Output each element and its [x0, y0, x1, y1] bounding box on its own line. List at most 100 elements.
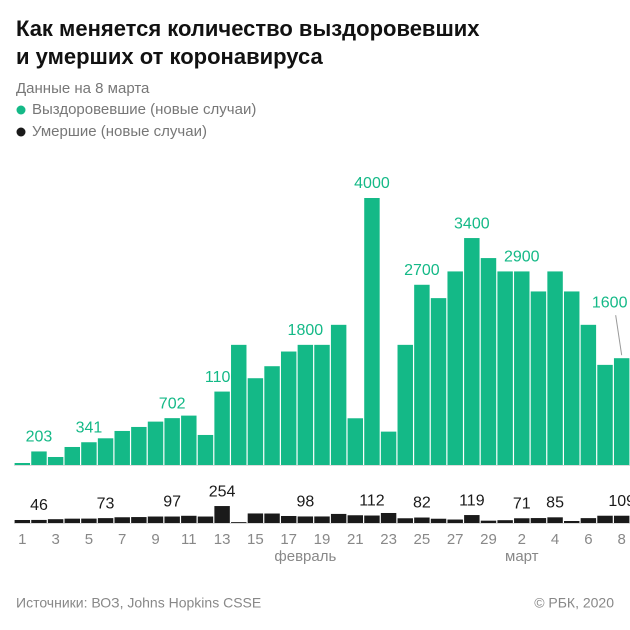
value-label: 1600: [592, 294, 628, 311]
bar: [47, 456, 64, 465]
legend-label: Умершие (новые случаи): [32, 123, 207, 140]
bar: [547, 271, 563, 465]
bar: [214, 391, 230, 465]
value-label: 1800: [288, 322, 324, 339]
bar: [231, 344, 247, 465]
bar: [580, 324, 597, 465]
value-label: 341: [76, 419, 103, 436]
month-label: март: [505, 548, 539, 565]
bar: [197, 516, 214, 523]
chart-title: Как меняется количество выздоровевших: [16, 16, 480, 41]
x-tick-label: 25: [414, 531, 431, 548]
value-label: 73: [97, 495, 115, 512]
bar: [330, 324, 347, 465]
bar: [497, 520, 513, 523]
bar: [314, 344, 330, 465]
x-tick-label: 13: [214, 531, 231, 548]
source: Источники: ВОЗ, Johns Hopkins CSSE: [16, 595, 261, 611]
bar: [530, 518, 547, 523]
bar: [380, 512, 397, 523]
bar: [164, 418, 180, 465]
bar: [364, 198, 380, 465]
x-tick-label: 5: [85, 531, 93, 548]
x-tick-label: 29: [480, 531, 497, 548]
value-label: 254: [209, 483, 236, 500]
bar: [47, 519, 64, 523]
bar: [497, 271, 513, 465]
value-label: 85: [546, 495, 564, 512]
bar: [480, 258, 497, 465]
bar: [181, 415, 197, 465]
x-tick-label: 7: [118, 531, 126, 548]
bar: [297, 344, 314, 465]
bar: [514, 518, 530, 523]
bar: [364, 515, 380, 523]
x-tick-label: 17: [280, 531, 297, 548]
x-tick-label: 1: [18, 531, 26, 548]
value-label: 97: [163, 494, 181, 511]
bar: [547, 517, 563, 523]
x-tick-label: 2: [518, 531, 526, 548]
x-tick-label: 19: [314, 531, 331, 548]
bar: [530, 291, 547, 465]
bar: [613, 515, 630, 523]
bar: [97, 438, 114, 465]
bar: [247, 378, 264, 465]
bar: [97, 518, 114, 523]
x-tick-label: 27: [447, 531, 464, 548]
value-label: 1100: [205, 369, 240, 386]
bar: [14, 519, 31, 523]
bar: [114, 517, 130, 523]
bar: [564, 291, 580, 465]
bar: [414, 517, 430, 523]
month-label: февраль: [274, 548, 336, 565]
bar: [347, 418, 364, 465]
x-tick-label: 4: [551, 531, 559, 548]
subtitle: Данные на 8 марта: [16, 80, 150, 97]
x-tick-label: 23: [380, 531, 397, 548]
bar: [464, 515, 480, 523]
bar: [430, 298, 447, 465]
bar: [613, 358, 630, 465]
bar: [147, 516, 164, 523]
legend-label: Выздоровевшие (новые случаи): [32, 101, 256, 118]
value-label: 702: [159, 395, 186, 412]
bar: [414, 284, 430, 465]
legend-swatch: [16, 105, 26, 115]
bar: [330, 513, 347, 523]
x-tick-label: 3: [51, 531, 59, 548]
bar: [380, 431, 397, 465]
x-tick-label: 9: [151, 531, 159, 548]
x-tick-label: 21: [347, 531, 364, 548]
value-label: 71: [513, 495, 531, 512]
bar: [597, 364, 613, 465]
bar: [131, 426, 147, 465]
bar: [164, 516, 180, 523]
x-tick-label: 15: [247, 531, 264, 548]
bar: [214, 506, 230, 523]
value-label: 109: [608, 493, 630, 510]
x-tick-label: 6: [584, 531, 592, 548]
bar: [297, 516, 314, 523]
bar: [514, 271, 530, 465]
bar: [447, 271, 463, 465]
value-label: 82: [413, 495, 431, 512]
x-tick-label: 11: [181, 531, 197, 548]
bar: [280, 351, 297, 465]
x-tick-label: 8: [618, 531, 626, 548]
value-label: 2900: [504, 249, 540, 266]
bar: [397, 344, 413, 465]
bar: [564, 520, 580, 523]
bar: [447, 519, 463, 523]
value-label: 203: [26, 429, 53, 446]
bar: [197, 434, 214, 465]
bar: [147, 421, 164, 465]
bar: [264, 366, 280, 465]
bar: [131, 517, 147, 523]
bar: [14, 462, 31, 465]
bar: [114, 430, 130, 465]
bar: [81, 442, 97, 465]
bar: [264, 513, 280, 523]
bar: [480, 520, 497, 523]
